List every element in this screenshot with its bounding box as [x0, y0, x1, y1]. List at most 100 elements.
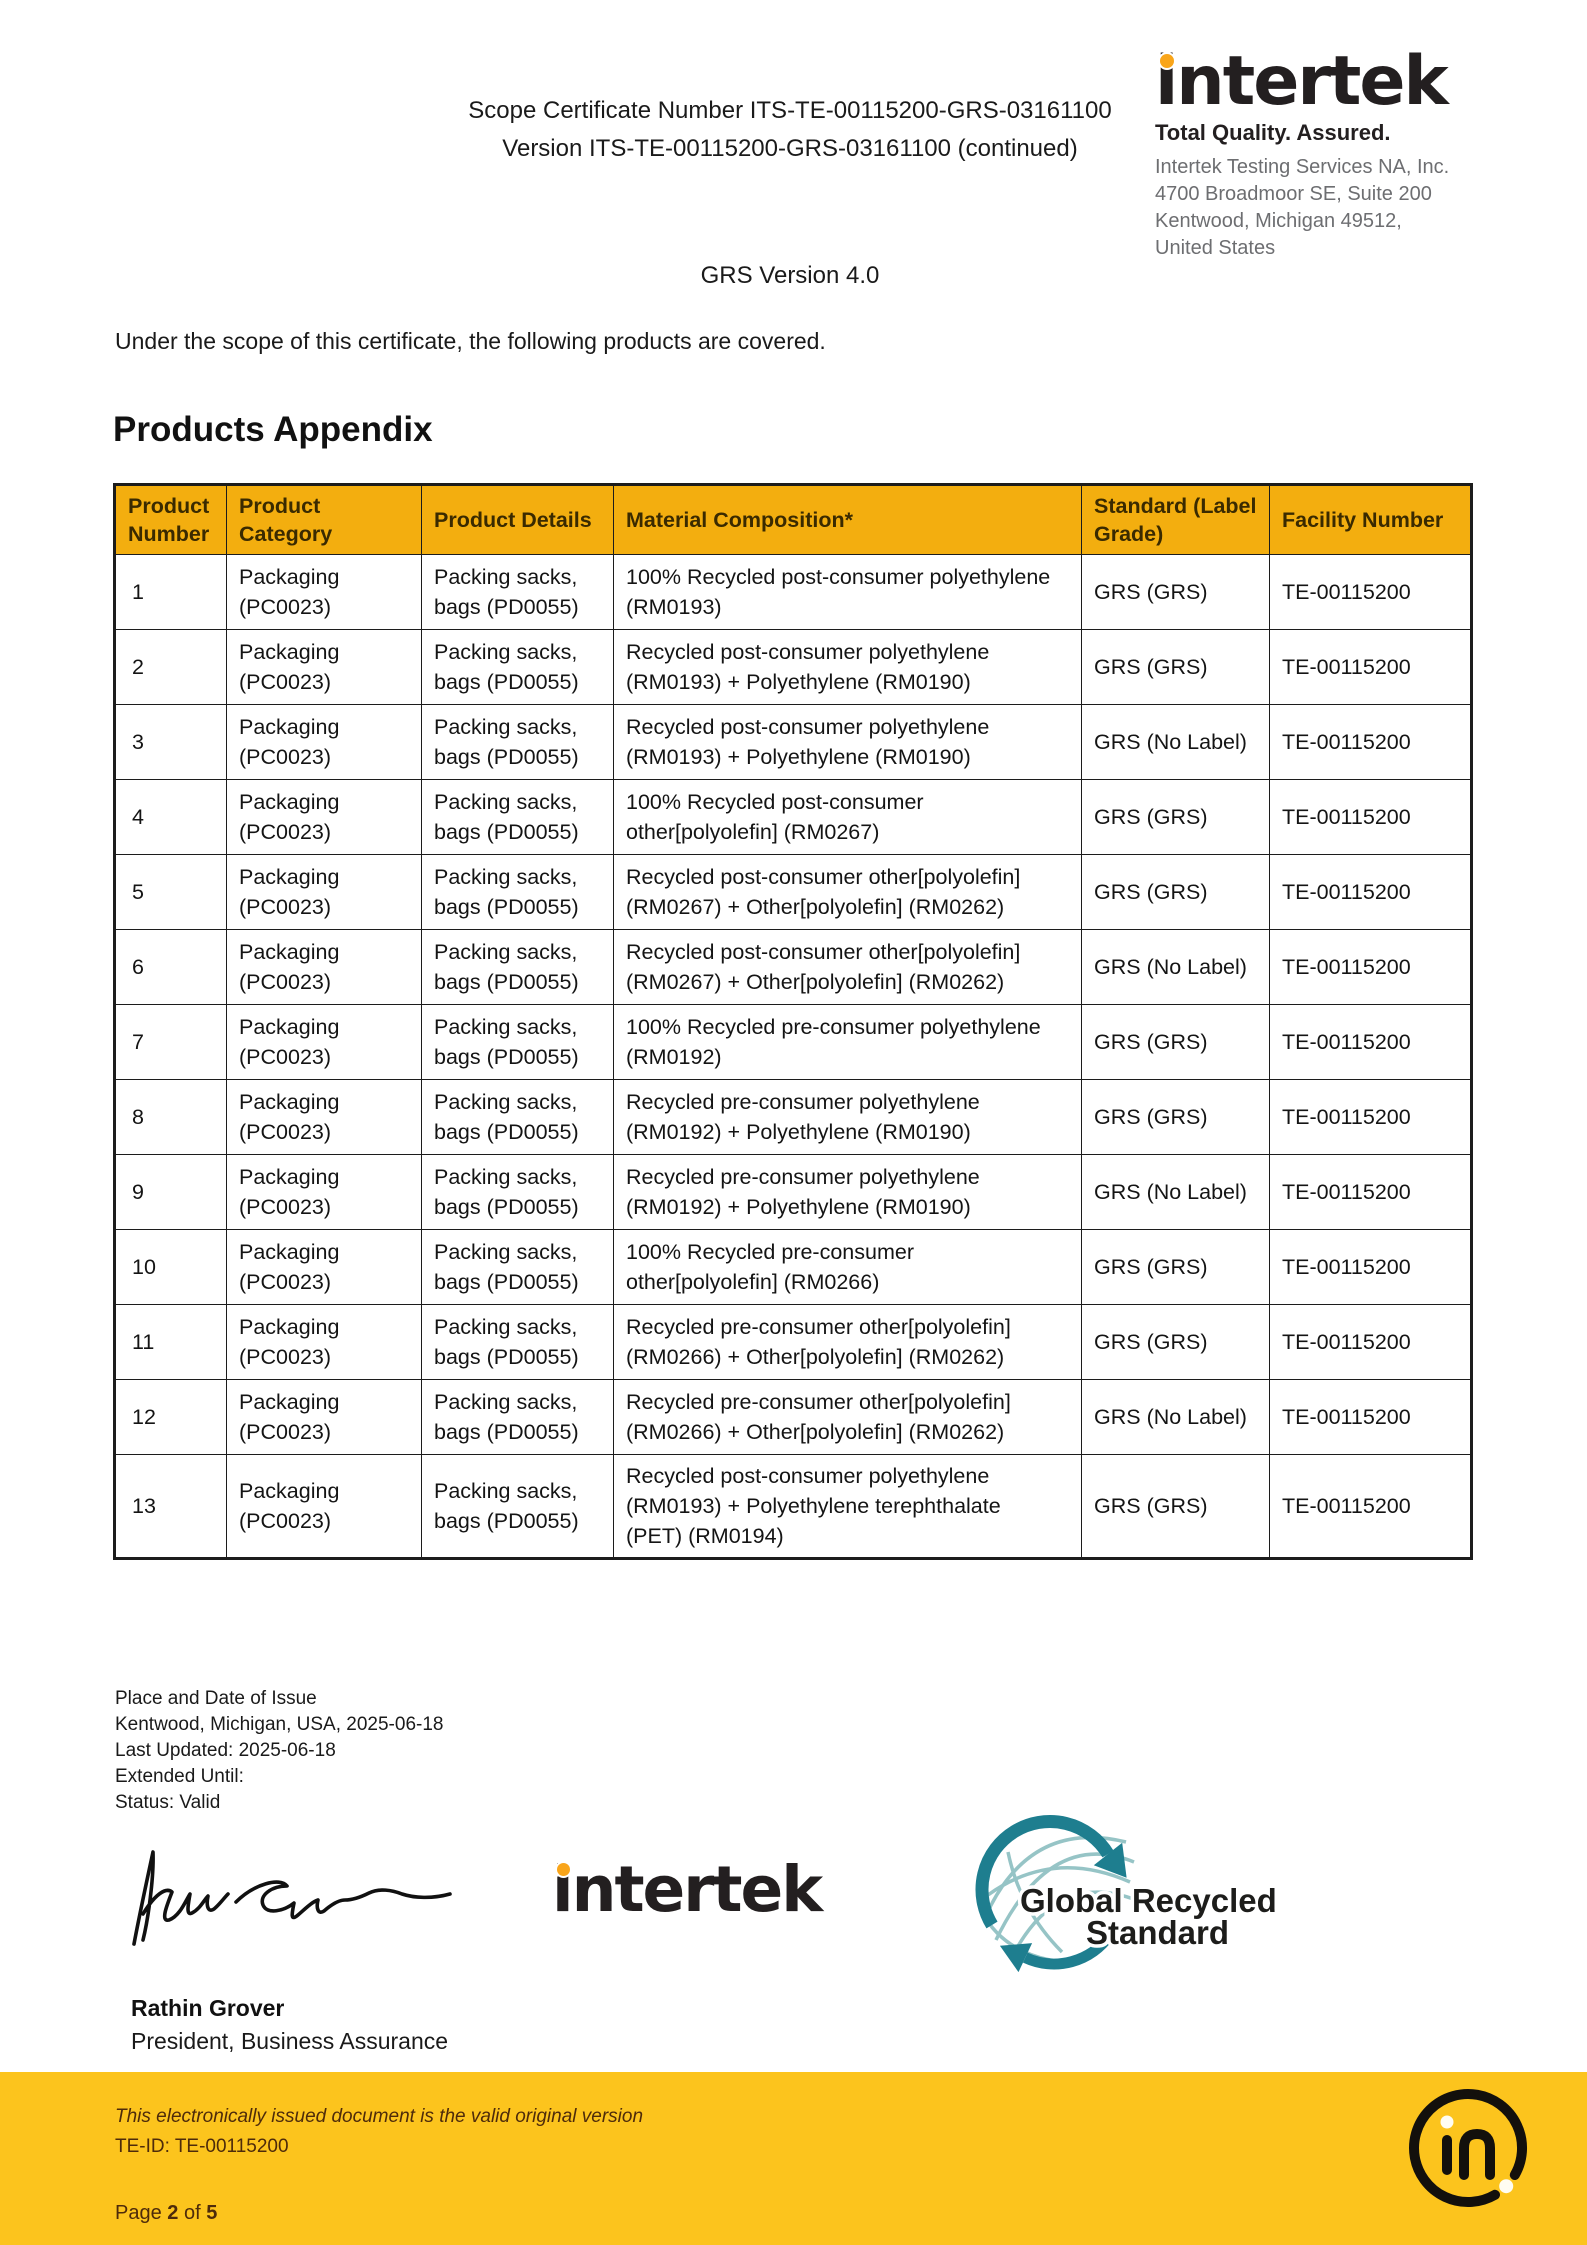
table-row: 7 Packaging (PC0023) Packing sacks, bags… [114, 1004, 1472, 1080]
cell-material-composition: Recycled pre-consumer other[polyolefin] … [613, 1304, 1082, 1380]
issue-label: Place and Date of Issue [115, 1688, 317, 1709]
cell-product-details: Packing sacks, bags (PD0055) [421, 704, 614, 780]
cell-product-details: Packing sacks, bags (PD0055) [421, 1079, 614, 1155]
page-word: Page [115, 2202, 162, 2224]
issue-last-updated: Last Updated: 2025-06-18 [115, 1740, 336, 1761]
cell-material-composition: 100% Recycled pre-consumer polyethylene … [613, 1004, 1082, 1080]
table-row: 6 Packaging (PC0023) Packing sacks, bags… [114, 929, 1472, 1005]
address-line: 4700 Broadmoor SE, Suite 200 [1155, 183, 1432, 205]
cell-standard: GRS (No Label) [1081, 929, 1270, 1005]
cell-facility-number: TE-00115200 [1269, 854, 1472, 930]
cell-product-details: Packing sacks, bags (PD0055) [421, 929, 614, 1005]
cell-product-details: Packing sacks, bags (PD0055) [421, 854, 614, 930]
scope-certificate-number: Scope Certificate Number ITS-TE-00115200… [468, 97, 1112, 124]
cell-product-number: 6 [114, 929, 227, 1005]
cell-material-composition: 100% Recycled post-consumer polyethylene… [613, 554, 1082, 630]
col-product-number: Product Number [114, 484, 227, 555]
cell-material-composition: Recycled pre-consumer polyethylene (RM01… [613, 1154, 1082, 1230]
page-title: Products Appendix [113, 410, 433, 449]
cell-standard: GRS (GRS) [1081, 1454, 1270, 1559]
cell-product-category: Packaging (PC0023) [226, 1379, 422, 1455]
cell-product-number: 10 [114, 1229, 227, 1305]
table-row: 13 Packaging (PC0023) Packing sacks, bag… [114, 1454, 1472, 1559]
col-product-category: Product Category [226, 484, 422, 555]
intertek-logo-block: intertek Total Quality. Assured. Interte… [1155, 48, 1485, 262]
certificate-version: Version ITS-TE-00115200-GRS-03161100 (co… [502, 135, 1078, 162]
address-line: Kentwood, Michigan 49512, [1155, 210, 1402, 232]
certificate-header: Scope Certificate Number ITS-TE-00115200… [340, 92, 1240, 168]
logo-dot-icon [557, 1863, 570, 1876]
cell-product-category: Packaging (PC0023) [226, 1304, 422, 1380]
cell-product-details: Packing sacks, bags (PD0055) [421, 1454, 614, 1559]
cell-product-category: Packaging (PC0023) [226, 779, 422, 855]
intertek-tagline: Total Quality. Assured. [1155, 120, 1391, 145]
cell-product-details: Packing sacks, bags (PD0055) [421, 1379, 614, 1455]
page-total: 5 [206, 2202, 218, 2224]
cell-product-number: 5 [114, 854, 227, 930]
cell-product-details: Packing sacks, bags (PD0055) [421, 554, 614, 630]
table-row: 8 Packaging (PC0023) Packing sacks, bags… [114, 1079, 1472, 1155]
cell-standard: GRS (GRS) [1081, 1079, 1270, 1155]
cell-material-composition: 100% Recycled pre-consumer other[polyole… [613, 1229, 1082, 1305]
cell-product-details: Packing sacks, bags (PD0055) [421, 1229, 614, 1305]
cell-product-number: 2 [114, 629, 227, 705]
table-row: 5 Packaging (PC0023) Packing sacks, bags… [114, 854, 1472, 930]
cell-product-category: Packaging (PC0023) [226, 1454, 422, 1559]
cell-facility-number: TE-00115200 [1269, 1154, 1472, 1230]
cell-product-details: Packing sacks, bags (PD0055) [421, 1004, 614, 1080]
cell-standard: GRS (No Label) [1081, 1154, 1270, 1230]
page-of-word: of [183, 2202, 201, 2224]
cell-product-number: 4 [114, 779, 227, 855]
intertek-logo-text: intertek [1155, 42, 1449, 121]
cell-product-category: Packaging (PC0023) [226, 854, 422, 930]
cell-standard: GRS (No Label) [1081, 704, 1270, 780]
signature-icon [132, 1850, 452, 1946]
cell-product-category: Packaging (PC0023) [226, 1229, 422, 1305]
signatory-title: President, Business Assurance [131, 2028, 449, 2054]
products-table: Product Number Product Category Product … [113, 483, 1473, 1560]
table-row: 1 Packaging (PC0023) Packing sacks, bags… [114, 554, 1472, 630]
address-line: Intertek Testing Services NA, Inc. [1155, 156, 1450, 178]
cell-material-composition: Recycled post-consumer polyethylene (RM0… [613, 704, 1082, 780]
cell-product-category: Packaging (PC0023) [226, 554, 422, 630]
cell-product-details: Packing sacks, bags (PD0055) [421, 629, 614, 705]
issuer-address: Intertek Testing Services NA, Inc. 4700 … [1155, 154, 1485, 262]
cell-product-details: Packing sacks, bags (PD0055) [421, 1304, 614, 1380]
issue-status: Status: Valid [115, 1792, 221, 1813]
footer-band: This electronically issued document is t… [0, 2072, 1587, 2245]
cell-material-composition: Recycled post-consumer polyethylene (RM0… [613, 629, 1082, 705]
cell-product-category: Packaging (PC0023) [226, 1004, 422, 1080]
table-header-row: Product Number Product Category Product … [114, 484, 1472, 555]
cell-facility-number: TE-00115200 [1269, 1079, 1472, 1155]
cell-product-number: 3 [114, 704, 227, 780]
col-material-composition: Material Composition* [613, 484, 1082, 555]
cell-product-category: Packaging (PC0023) [226, 929, 422, 1005]
issue-place-date: Kentwood, Michigan, USA, 2025-06-18 [115, 1714, 444, 1735]
table-row: 3 Packaging (PC0023) Packing sacks, bags… [114, 704, 1472, 780]
cell-facility-number: TE-00115200 [1269, 1379, 1472, 1455]
cell-standard: GRS (GRS) [1081, 779, 1270, 855]
table-row: 11 Packaging (PC0023) Packing sacks, bag… [114, 1304, 1472, 1380]
grs-logo-text-line2: Standard [1086, 1914, 1229, 1951]
cell-product-details: Packing sacks, bags (PD0055) [421, 779, 614, 855]
cell-standard: GRS (GRS) [1081, 629, 1270, 705]
intertek-logo-bottom: intertek [552, 1858, 823, 1921]
intertek-logo: intertek [1155, 48, 1449, 116]
cell-product-number: 12 [114, 1379, 227, 1455]
cell-facility-number: TE-00115200 [1269, 704, 1472, 780]
intertek-roundel-icon [1409, 2089, 1527, 2207]
table-row: 9 Packaging (PC0023) Packing sacks, bags… [114, 1154, 1472, 1230]
cell-facility-number: TE-00115200 [1269, 629, 1472, 705]
cell-product-number: 7 [114, 1004, 227, 1080]
cell-facility-number: TE-00115200 [1269, 1454, 1472, 1559]
footer-te-id: TE-ID: TE-00115200 [115, 2136, 289, 2157]
cell-facility-number: TE-00115200 [1269, 554, 1472, 630]
global-recycled-standard-logo: Global Recycled Standard [975, 1815, 1278, 1973]
grs-logo-text-line1: Global Recycled [1020, 1882, 1277, 1919]
logo-dot-icon [1160, 54, 1174, 68]
cell-product-category: Packaging (PC0023) [226, 1154, 422, 1230]
scope-intro-text: Under the scope of this certificate, the… [115, 328, 826, 354]
col-standard: Standard (Label Grade) [1081, 484, 1270, 555]
cell-material-composition: 100% Recycled post-consumer other[polyol… [613, 779, 1082, 855]
footer-validity-notice: This electronically issued document is t… [115, 2106, 644, 2127]
